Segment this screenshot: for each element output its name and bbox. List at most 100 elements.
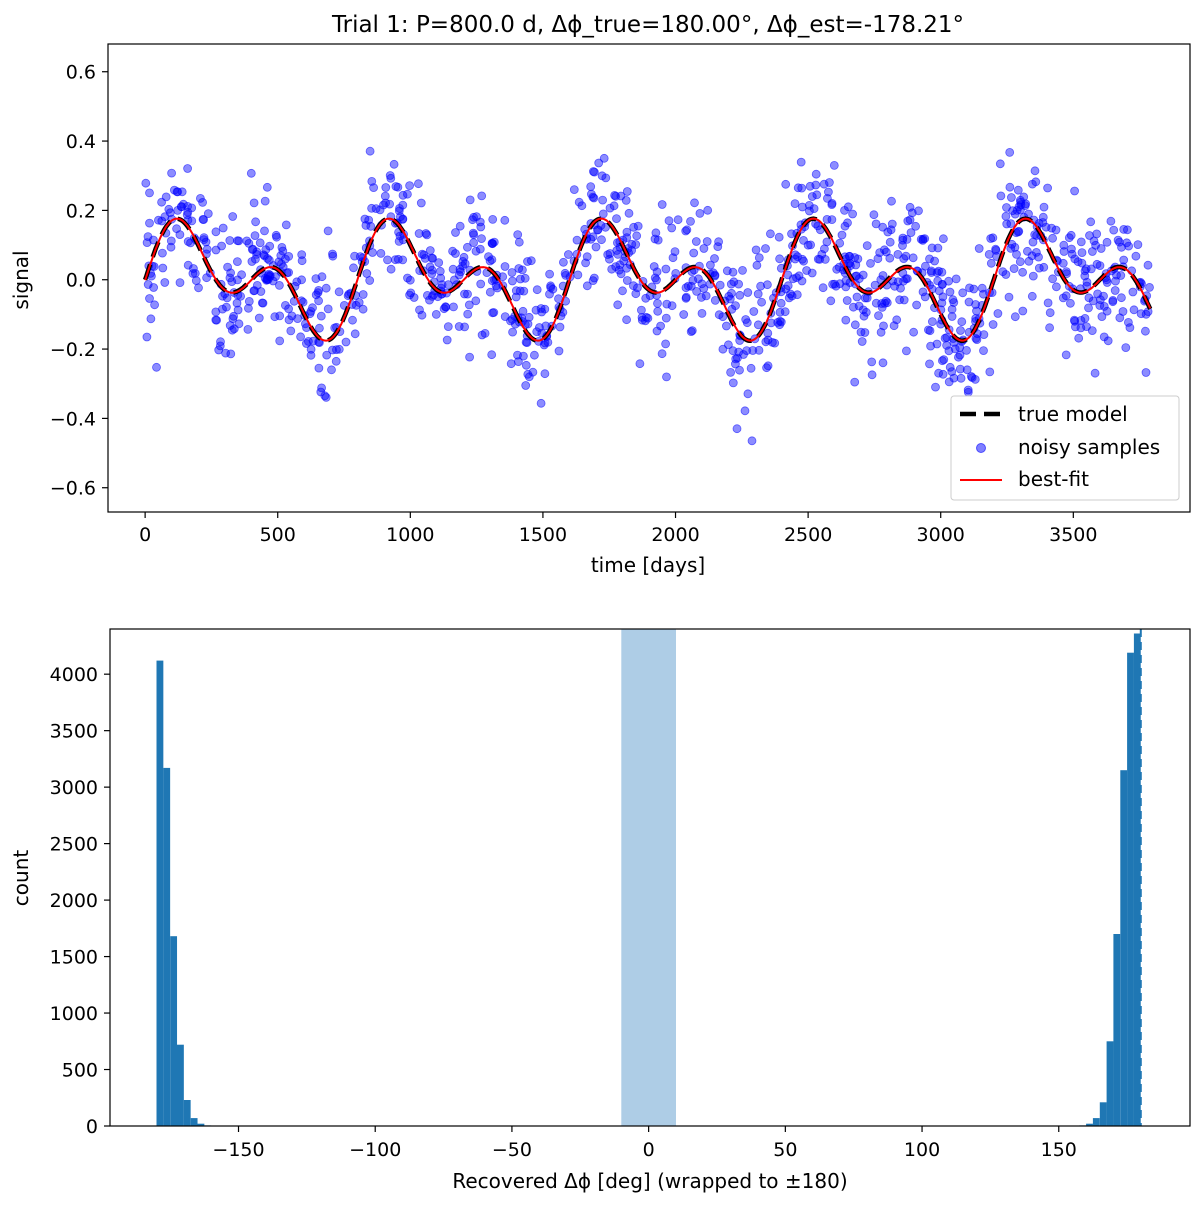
y-tick-label: 0 — [86, 1116, 98, 1138]
sample-point — [405, 181, 415, 191]
sample-point — [331, 356, 341, 366]
sample-point — [858, 270, 868, 280]
sample-point — [938, 279, 947, 289]
sample-point — [1133, 240, 1143, 250]
sample-point — [652, 267, 662, 277]
sample-point — [819, 179, 829, 189]
sample-point — [417, 310, 427, 320]
sample-point — [825, 178, 834, 187]
sample-point — [790, 199, 800, 209]
sample-point — [425, 246, 435, 255]
sample-point — [1121, 343, 1131, 353]
sample-point — [541, 321, 551, 331]
sample-point — [950, 344, 960, 354]
sample-point — [429, 290, 439, 300]
sample-point — [657, 349, 667, 359]
bottom-x-axis-label: Recovered Δϕ [deg] (wrapped to ±180) — [452, 1169, 847, 1193]
sample-point — [887, 196, 896, 206]
y-tick-label: 0.4 — [66, 131, 96, 153]
sample-point — [988, 233, 998, 243]
sample-point — [1117, 242, 1126, 252]
sample-point — [349, 263, 358, 273]
sample-point — [731, 301, 740, 311]
sample-point — [1092, 259, 1102, 269]
sample-point — [251, 217, 261, 227]
histogram-bar — [1086, 1123, 1093, 1126]
top-y-ticks: −0.6 −0.4 −0.2 0.0 0.2 0.4 0.6 — [50, 62, 108, 500]
sample-point — [218, 223, 228, 233]
sample-point — [244, 296, 254, 306]
sample-point — [199, 233, 209, 243]
sample-point — [805, 206, 814, 216]
sample-point — [835, 238, 845, 248]
sample-point — [1128, 287, 1138, 297]
sample-point — [275, 336, 285, 346]
sample-point — [506, 359, 516, 369]
sample-point — [191, 276, 201, 286]
sample-point — [876, 327, 886, 337]
sample-point — [641, 293, 651, 303]
sample-point — [212, 315, 222, 325]
sample-point — [661, 313, 671, 323]
sample-point — [697, 279, 707, 289]
sample-point — [385, 171, 395, 180]
sample-point — [508, 327, 517, 337]
sample-point — [991, 244, 1000, 254]
sample-point — [958, 288, 968, 298]
legend-frame — [950, 395, 1180, 501]
sample-point — [714, 310, 724, 320]
sample-point — [796, 157, 806, 167]
sample-point — [488, 239, 498, 248]
sample-point — [226, 268, 236, 278]
sample-point — [260, 226, 269, 236]
sample-point — [926, 341, 935, 351]
sample-point — [1052, 282, 1061, 292]
sample-point — [925, 359, 934, 369]
sample-point — [931, 382, 940, 392]
sample-point — [1018, 306, 1028, 316]
sample-point — [591, 242, 601, 252]
sample-point — [406, 288, 416, 298]
sample-point — [637, 305, 646, 315]
sample-point — [629, 281, 638, 291]
sample-point — [362, 269, 372, 278]
sample-point — [350, 329, 360, 339]
sample-point — [284, 251, 294, 261]
y-tick-label: −0.4 — [50, 408, 96, 430]
sample-point — [683, 281, 693, 291]
bottom-axes-frame — [109, 628, 1191, 1127]
sample-point — [965, 283, 974, 293]
sample-point — [265, 241, 275, 251]
sample-point — [564, 250, 573, 259]
sample-point — [893, 249, 903, 259]
sample-point — [735, 290, 745, 300]
sample-point — [874, 311, 883, 321]
sample-point — [794, 271, 804, 281]
sample-point — [555, 322, 565, 332]
sample-point — [1043, 298, 1053, 308]
sample-point — [376, 248, 386, 258]
sample-point — [1064, 233, 1074, 243]
sample-point — [925, 254, 934, 264]
sample-point — [837, 230, 847, 240]
sample-point — [1119, 224, 1129, 234]
sample-point — [911, 221, 920, 231]
sample-point — [826, 296, 836, 306]
sample-point — [1097, 312, 1107, 322]
sample-point — [852, 292, 862, 302]
sample-point — [383, 255, 392, 265]
sample-point — [1007, 193, 1016, 202]
sample-point — [157, 216, 167, 226]
sample-point — [945, 287, 955, 297]
sample-point — [944, 377, 954, 387]
sample-point — [932, 339, 942, 349]
sample-point — [1076, 315, 1086, 325]
sample-point — [829, 160, 839, 170]
sample-point — [751, 245, 761, 255]
sample-point — [938, 356, 947, 366]
sample-point — [284, 304, 294, 314]
sample-point — [955, 364, 965, 374]
sample-point — [1091, 240, 1100, 250]
sample-point — [886, 225, 896, 235]
